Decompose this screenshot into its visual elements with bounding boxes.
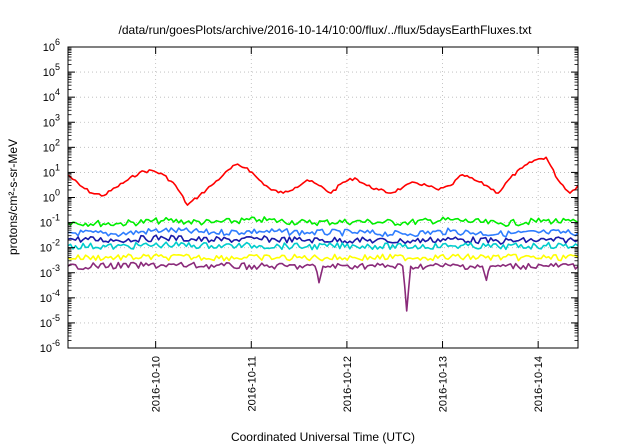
y-tick-label: 106 bbox=[43, 37, 60, 54]
x-tick-label: 2016-10-14 bbox=[533, 356, 545, 412]
y-tick-label: 10-4 bbox=[40, 288, 60, 305]
chart-title: /data/run/goesPlots/archive/2016-10-14/1… bbox=[119, 23, 533, 37]
x-tick-label: 2016-10-10 bbox=[151, 356, 163, 412]
data-series-group bbox=[67, 156, 579, 312]
series-line-5 bbox=[67, 241, 579, 251]
y-tick-label: 100 bbox=[43, 188, 60, 205]
series-line-2 bbox=[67, 216, 579, 228]
axis-ticks bbox=[68, 46, 578, 349]
y-tick-label: 10-5 bbox=[40, 313, 60, 330]
y-tick-label: 10-6 bbox=[40, 338, 60, 355]
y-axis-label: protons/cm²-s-sr-MeV bbox=[6, 139, 20, 255]
x-tick-label: 2016-10-12 bbox=[342, 356, 354, 412]
grid-lines bbox=[68, 47, 578, 348]
y-tick-label: 102 bbox=[43, 137, 60, 154]
y-axis-tick-labels: 10-6 10-5 10-4 10-3 10-2 10-1 100 101 102 103 104 1… bbox=[40, 37, 60, 355]
y-tick-label: 10-3 bbox=[40, 263, 60, 280]
y-tick-label: 10-2 bbox=[40, 238, 60, 255]
y-tick-label: 101 bbox=[43, 162, 60, 179]
x-tick-label: 2016-10-13 bbox=[438, 356, 450, 412]
series-line-3 bbox=[68, 227, 579, 238]
series-line-7 bbox=[67, 261, 579, 312]
x-axis-tick-labels: 2016-10-10 2016-10-11 2016-10-12 2016-10-13… bbox=[151, 356, 546, 412]
y-tick-label: 105 bbox=[43, 62, 60, 79]
y-tick-label: 103 bbox=[43, 112, 60, 129]
series-line-1 bbox=[67, 156, 579, 206]
x-tick-label: 2016-10-11 bbox=[246, 356, 258, 411]
y-tick-label: 104 bbox=[43, 87, 60, 104]
y-tick-label: 10-1 bbox=[40, 213, 60, 230]
series-line-6 bbox=[67, 253, 579, 262]
x-axis-label: Coordinated Universal Time (UTC) bbox=[231, 430, 415, 444]
series-line-4 bbox=[67, 234, 579, 245]
